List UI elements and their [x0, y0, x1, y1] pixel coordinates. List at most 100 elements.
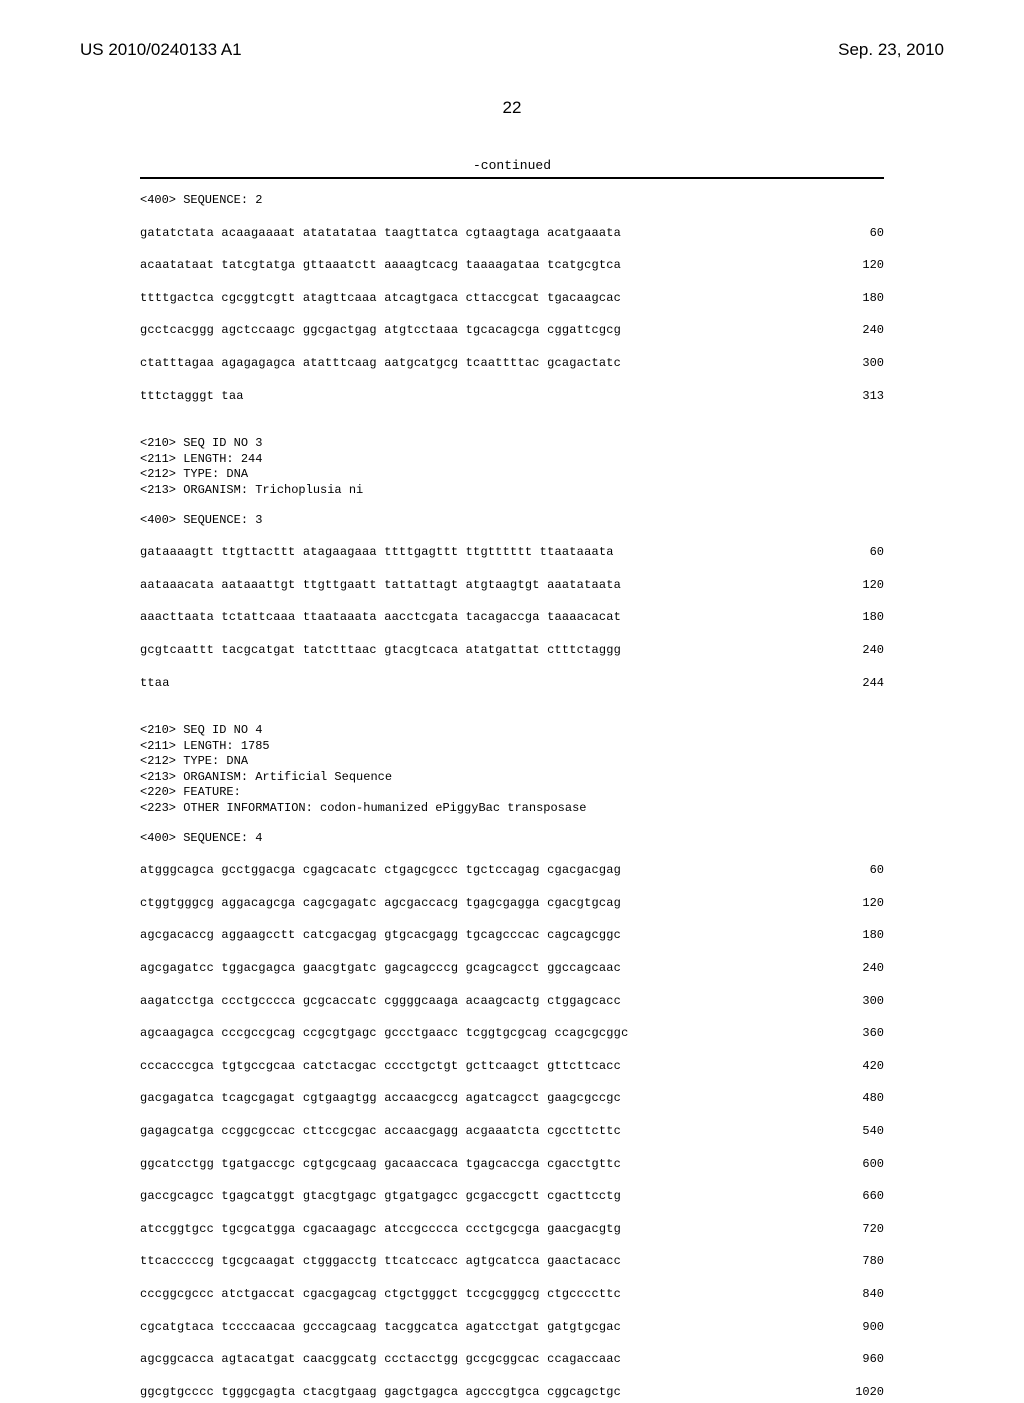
sequence-groups: aataaacata aataaattgt ttgttgaatt tattatt… — [140, 575, 621, 597]
sequence-position: 720 — [834, 1219, 884, 1241]
sequence-position: 300 — [834, 991, 884, 1013]
sequence-meta-line: <211> LENGTH: 244 — [0, 452, 1024, 468]
sequence-groups: gaccgcagcc tgagcatggt gtacgtgagc gtgatga… — [140, 1186, 621, 1208]
sequence-row: ttttgactca cgcggtcgtt atagttcaaa atcagtg… — [140, 288, 884, 310]
sequence-position: 480 — [834, 1088, 884, 1110]
sequence-position: 313 — [834, 386, 884, 408]
sequence-row: aataaacata aataaattgt ttgttgaatt tattatt… — [140, 575, 884, 597]
sequence-row: atgggcagca gcctggacga cgagcacatc ctgagcg… — [140, 860, 884, 882]
sequence-position: 1020 — [827, 1382, 884, 1403]
sequence-meta-line: <400> SEQUENCE: 3 — [0, 513, 1024, 529]
sequence-row: agcgacaccg aggaagcctt catcgacgag gtgcacg… — [140, 925, 884, 947]
sequence-position: 240 — [834, 320, 884, 342]
sequence-meta-line: <220> FEATURE: — [0, 785, 1024, 801]
sequence-position: 660 — [834, 1186, 884, 1208]
sequence-groups: ctatttagaa agagagagca atatttcaag aatgcat… — [140, 353, 621, 375]
sequence-position: 300 — [834, 353, 884, 375]
sequence-groups: agcgagatcc tggacgagca gaacgtgatc gagcagc… — [140, 958, 621, 980]
sequence-groups: gcctcacggg agctccaagc ggcgactgag atgtcct… — [140, 320, 621, 342]
sequence-meta-line: <210> SEQ ID NO 3 — [0, 436, 1024, 452]
sequence-meta-line: <223> OTHER INFORMATION: codon-humanized… — [0, 801, 1024, 817]
sequence-meta-line: <212> TYPE: DNA — [0, 754, 1024, 770]
sequence-position: 60 — [842, 860, 884, 882]
sequence-row: agcgagatcc tggacgagca gaacgtgatc gagcagc… — [140, 958, 884, 980]
sequence-row: ttaa 244 — [140, 673, 884, 695]
sequence-groups: agcggcacca agtacatgat caacggcatg ccctacc… — [140, 1349, 621, 1371]
sequence-position: 180 — [834, 288, 884, 310]
sequence-row: agcaagagca cccgccgcag ccgcgtgagc gccctga… — [140, 1023, 884, 1045]
sequence-row: acaatataat tatcgtatga gttaaatctt aaaagtc… — [140, 255, 884, 277]
sequence-groups: gacgagatca tcagcgagat cgtgaagtgg accaacg… — [140, 1088, 621, 1110]
sequence-row: gcctcacggg agctccaagc ggcgactgag atgtcct… — [140, 320, 884, 342]
sequence-position: 420 — [834, 1056, 884, 1078]
continued-label: -continued — [0, 158, 1024, 173]
sequence-groups: aaacttaata tctattcaaa ttaataaata aacctcg… — [140, 607, 621, 629]
sequence-row: cccggcgccc atctgaccat cgacgagcag ctgctgg… — [140, 1284, 884, 1306]
patent-id: US 2010/0240133 A1 — [80, 40, 242, 60]
sequence-meta-line: <210> SEQ ID NO 4 — [0, 723, 1024, 739]
spacer — [0, 528, 1024, 542]
sequence-position: 180 — [834, 925, 884, 947]
sequence-row: cccacccgca tgtgccgcaa catctacgac cccctgc… — [140, 1056, 884, 1078]
sequence-row: gagagcatga ccggcgccac cttccgcgac accaacg… — [140, 1121, 884, 1143]
sequence-meta-line: <213> ORGANISM: Trichoplusia ni — [0, 483, 1024, 499]
sequence-block: atgggcagca gcctggacga cgagcacatc ctgagcg… — [0, 860, 1024, 1403]
sequence-row: aaacttaata tctattcaaa ttaataaata aacctcg… — [140, 607, 884, 629]
sequence-row: ctatttagaa agagagagca atatttcaag aatgcat… — [140, 353, 884, 375]
sequence-groups: atccggtgcc tgcgcatgga cgacaagagc atccgcc… — [140, 1219, 621, 1241]
sequence-groups: acaatataat tatcgtatga gttaaatctt aaaagtc… — [140, 255, 621, 277]
sequence-groups: atgggcagca gcctggacga cgagcacatc ctgagcg… — [140, 860, 621, 882]
sequence-block: gatatctata acaagaaaat atatatataa taagtta… — [0, 223, 1024, 408]
sequence-groups: cccacccgca tgtgccgcaa catctacgac cccctgc… — [140, 1056, 621, 1078]
sequence-groups: gcgtcaattt tacgcatgat tatctttaac gtacgtc… — [140, 640, 621, 662]
sequence-groups: ttaa — [140, 673, 170, 695]
sequence-row: gatatctata acaagaaaat atatatataa taagtta… — [140, 223, 884, 245]
sequence-groups: cccggcgccc atctgaccat cgacgagcag ctgctgg… — [140, 1284, 621, 1306]
sequence-position: 960 — [834, 1349, 884, 1371]
sequence-groups: ggcatcctgg tgatgaccgc cgtgcgcaag gacaacc… — [140, 1154, 621, 1176]
sequence-groups: aagatcctga ccctgcccca gcgcaccatc cggggca… — [140, 991, 621, 1013]
sequence-position: 540 — [834, 1121, 884, 1143]
spacer — [0, 817, 1024, 831]
sequence-position: 120 — [834, 575, 884, 597]
sequence-position: 180 — [834, 607, 884, 629]
sequence-position: 840 — [834, 1284, 884, 1306]
sequence-groups: gatatctata acaagaaaat atatatataa taagtta… — [140, 223, 621, 245]
sequence-row: gcgtcaattt tacgcatgat tatctttaac gtacgtc… — [140, 640, 884, 662]
sequence-groups: tttctagggt taa — [140, 386, 244, 408]
sequence-groups: ggcgtgcccc tgggcgagta ctacgtgaag gagctga… — [140, 1382, 621, 1403]
sequence-block: gataaaagtt ttgttacttt atagaagaaa ttttgag… — [0, 542, 1024, 694]
sequence-groups: gataaaagtt ttgttacttt atagaagaaa ttttgag… — [140, 542, 614, 564]
sequence-row: atccggtgcc tgcgcatgga cgacaagagc atccgcc… — [140, 1219, 884, 1241]
spacer — [0, 499, 1024, 513]
sequence-meta-line: <213> ORGANISM: Artificial Sequence — [0, 770, 1024, 786]
sequence-row: ggcatcctgg tgatgaccgc cgtgcgcaag gacaacc… — [140, 1154, 884, 1176]
sequence-position: 60 — [842, 542, 884, 564]
patent-date: Sep. 23, 2010 — [838, 40, 944, 60]
sequence-meta-line: <400> SEQUENCE: 4 — [0, 831, 1024, 847]
sequence-groups: agcaagagca cccgccgcag ccgcgtgagc gccctga… — [140, 1023, 628, 1045]
sequence-row: gataaaagtt ttgttacttt atagaagaaa ttttgag… — [140, 542, 884, 564]
sequence-groups: ttttgactca cgcggtcgtt atagttcaaa atcagtg… — [140, 288, 621, 310]
spacer — [0, 705, 1024, 723]
page-number: 22 — [0, 98, 1024, 118]
sequence-position: 244 — [834, 673, 884, 695]
sequence-groups: ctggtgggcg aggacagcga cagcgagatc agcgacc… — [140, 893, 621, 915]
sequence-position: 60 — [842, 223, 884, 245]
spacer — [0, 846, 1024, 860]
sequence-row: gaccgcagcc tgagcatggt gtacgtgagc gtgatga… — [140, 1186, 884, 1208]
sequence-position: 240 — [834, 640, 884, 662]
spacer — [0, 418, 1024, 436]
sequence-meta-line: <211> LENGTH: 1785 — [0, 739, 1024, 755]
sequence-meta-line: <212> TYPE: DNA — [0, 467, 1024, 483]
sequence-row: aagatcctga ccctgcccca gcgcaccatc cggggca… — [140, 991, 884, 1013]
sequence-position: 120 — [834, 255, 884, 277]
divider — [140, 177, 884, 179]
sequence-position: 240 — [834, 958, 884, 980]
sequence-row: ggcgtgcccc tgggcgagta ctacgtgaag gagctga… — [140, 1382, 884, 1403]
sequence-row: tttctagggt taa 313 — [140, 386, 884, 408]
spacer — [0, 209, 1024, 223]
sequence-position: 600 — [834, 1154, 884, 1176]
sequence-row: ttcacccccg tgcgcaagat ctgggacctg ttcatcc… — [140, 1251, 884, 1273]
sequence-groups: gagagcatga ccggcgccac cttccgcgac accaacg… — [140, 1121, 621, 1143]
